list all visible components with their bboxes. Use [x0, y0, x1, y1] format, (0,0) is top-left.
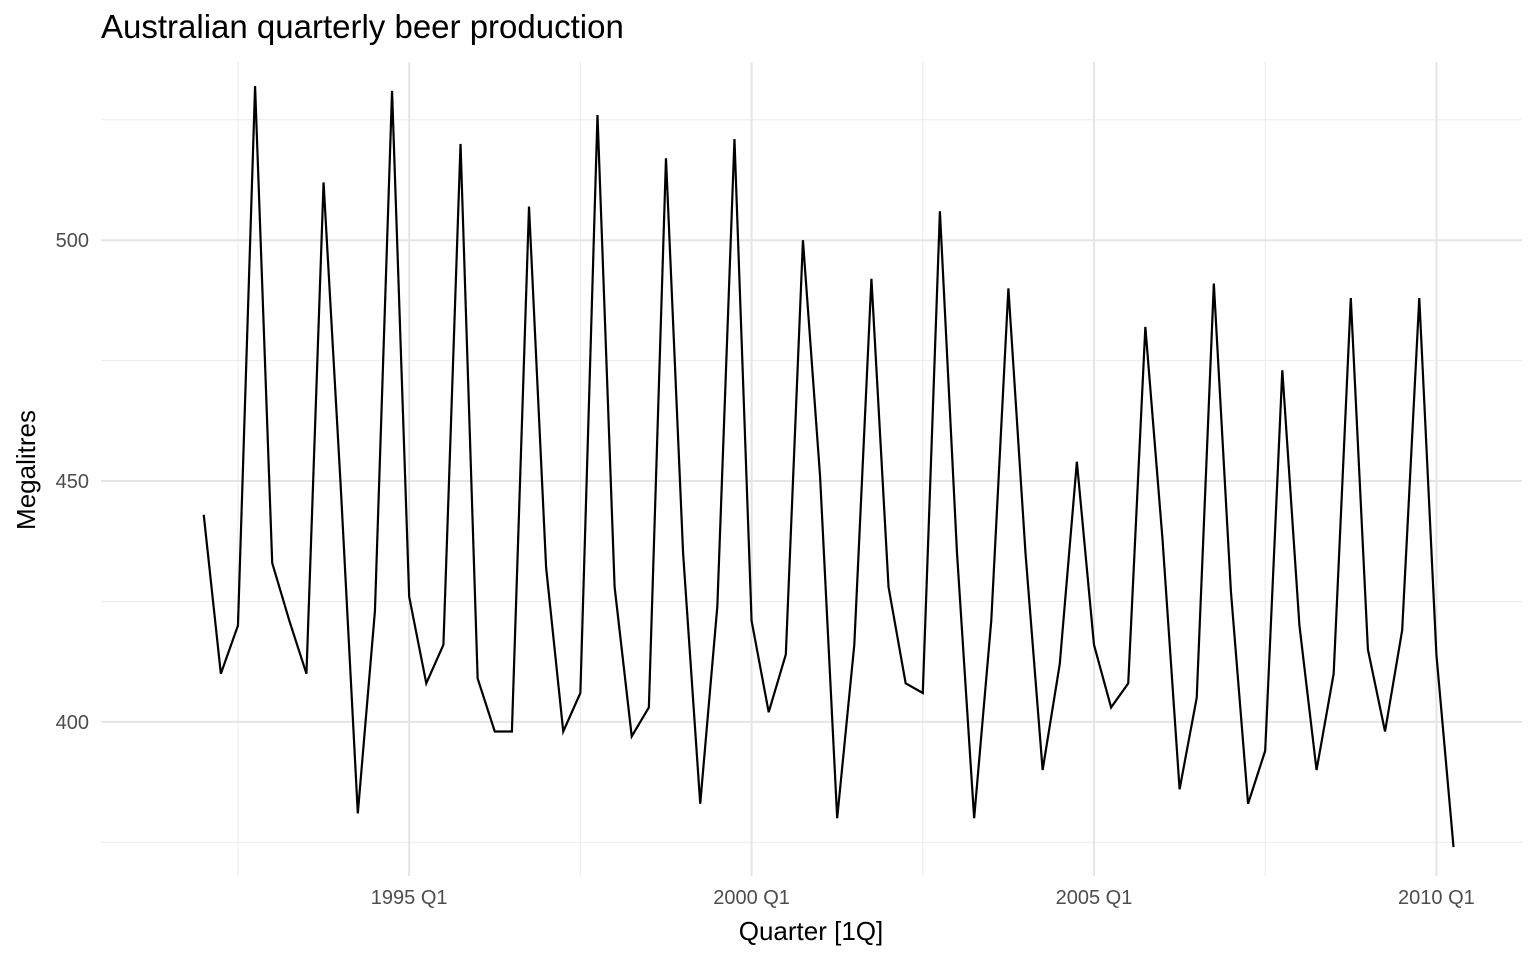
- chart-title: Australian quarterly beer production: [101, 8, 624, 45]
- x-axis-title: Quarter [1Q]: [739, 916, 884, 946]
- series-layer: [202, 86, 1455, 848]
- y-tick-label: 400: [56, 712, 89, 734]
- x-tick-label: 2000 Q1: [713, 887, 790, 909]
- series-line: [202, 86, 1455, 848]
- x-tick-labels: 1995 Q1 2000 Q1 2005 Q1 2010 Q1: [371, 887, 1475, 909]
- y-tick-label: 500: [56, 230, 89, 252]
- y-tick-labels: 400 450 500: [56, 230, 89, 734]
- y-tick-label: 450: [56, 471, 89, 493]
- major-gridlines: [101, 62, 1522, 876]
- x-tick-label: 1995 Q1: [371, 887, 448, 909]
- x-tick-label: 2005 Q1: [1056, 887, 1133, 909]
- x-tick-label: 2010 Q1: [1398, 887, 1475, 909]
- y-axis-title: Megalitres: [11, 410, 41, 530]
